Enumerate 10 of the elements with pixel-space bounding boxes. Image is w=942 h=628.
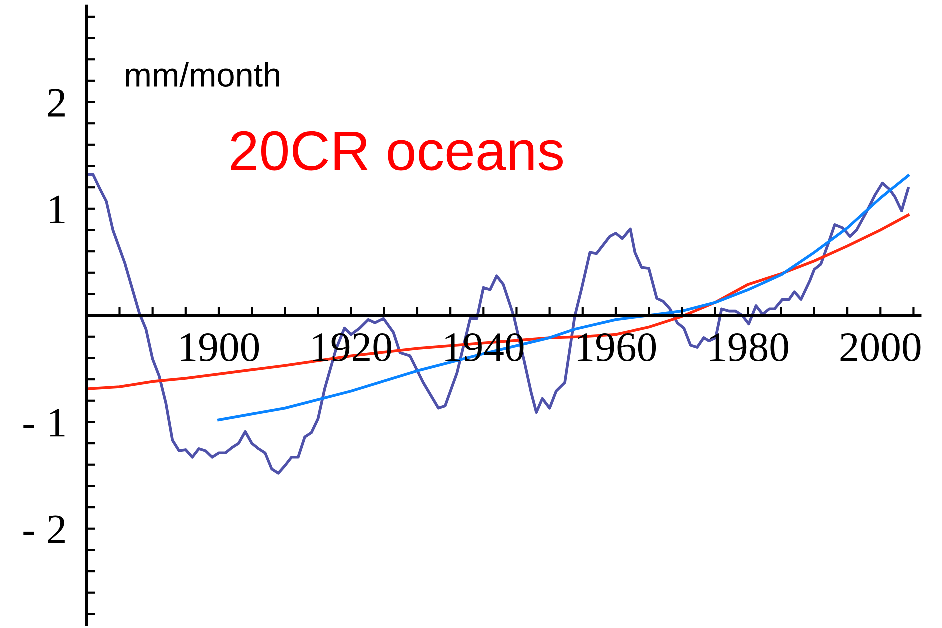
x-tick-label: 1980 bbox=[710, 333, 788, 362]
y-tick-label: 2 bbox=[48, 89, 65, 117]
y-tick-label: - 2 bbox=[24, 516, 65, 544]
x-tick-label: 1900 bbox=[180, 333, 260, 362]
y-axis-title: mm/month bbox=[126, 62, 280, 88]
text: 20CR oceans bbox=[231, 131, 563, 171]
y-tick-label: - 1 bbox=[24, 409, 65, 437]
x-tick-label: 1960 bbox=[578, 333, 656, 362]
y-tick-label: 1 bbox=[50, 196, 65, 224]
x-tick-label: 2000 bbox=[840, 333, 921, 362]
